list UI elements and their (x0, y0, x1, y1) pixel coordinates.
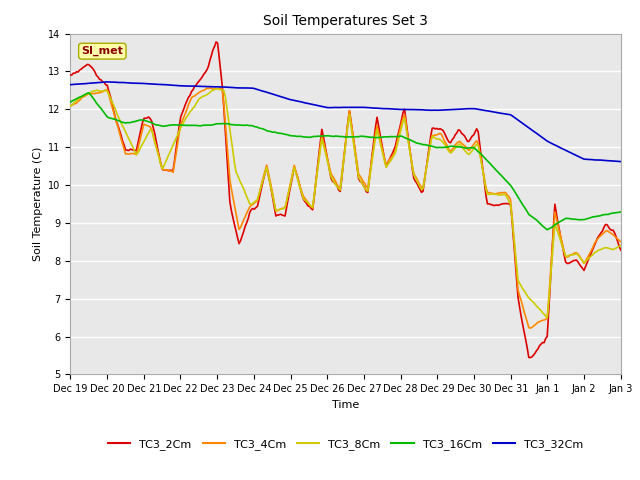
Legend: TC3_2Cm, TC3_4Cm, TC3_8Cm, TC3_16Cm, TC3_32Cm: TC3_2Cm, TC3_4Cm, TC3_8Cm, TC3_16Cm, TC3… (104, 434, 588, 454)
Title: Soil Temperatures Set 3: Soil Temperatures Set 3 (263, 14, 428, 28)
Y-axis label: Soil Temperature (C): Soil Temperature (C) (33, 147, 43, 261)
Text: SI_met: SI_met (81, 46, 124, 56)
X-axis label: Time: Time (332, 400, 359, 409)
